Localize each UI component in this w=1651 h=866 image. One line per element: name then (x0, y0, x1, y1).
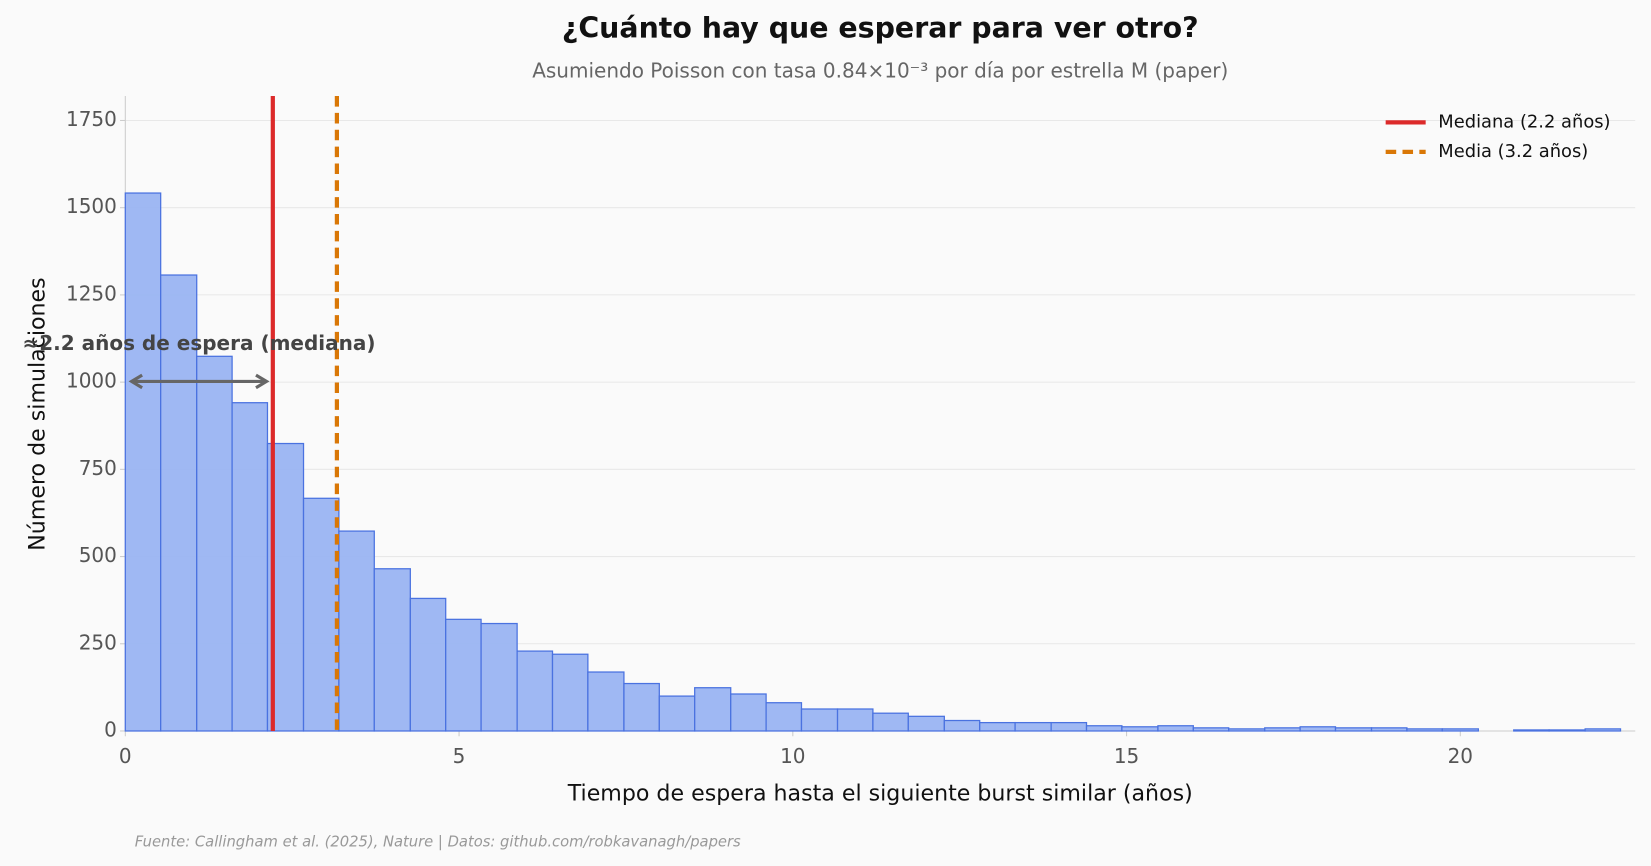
bar (1370, 727, 1408, 732)
y-tick-label: 1750 (66, 107, 117, 131)
bar (480, 622, 518, 732)
y-tick-label: 250 (79, 630, 117, 654)
bar (694, 687, 732, 732)
legend-label: Mediana (2.2 años) (1438, 111, 1610, 132)
y-tick-label: 1000 (66, 369, 117, 393)
bar (551, 653, 589, 732)
bar (800, 708, 839, 732)
arrow-head (255, 373, 270, 390)
source-note: Fuente: Callingham et al. (2025), Nature… (135, 834, 741, 851)
bar (943, 719, 981, 732)
bar (409, 597, 447, 732)
bar (1121, 726, 1159, 732)
y-tick-label: 500 (79, 543, 117, 567)
bar (231, 402, 269, 732)
annotation: ≈2.2 años de espera (mediana) (22, 331, 375, 355)
bar (1014, 721, 1052, 732)
x-axis-label: Tiempo de espera hasta el siguiente burs… (567, 781, 1193, 807)
y-tick-label: 1500 (66, 194, 117, 218)
bar (1584, 728, 1622, 732)
bar (658, 695, 696, 732)
bar (1264, 727, 1301, 732)
bar (730, 693, 767, 732)
y-axis-label: Número de simulaciones (24, 277, 50, 550)
bar (836, 708, 874, 732)
bar (907, 715, 945, 732)
bar (1441, 728, 1479, 732)
y-tick-label: 0 (104, 717, 117, 741)
bar (1085, 725, 1123, 732)
bar (1513, 729, 1550, 732)
x-tick-label: 10 (780, 744, 805, 768)
bar (1050, 721, 1088, 732)
bar (765, 702, 803, 732)
x-tick-label: 15 (1114, 744, 1139, 768)
bar (338, 530, 375, 732)
bar (1192, 727, 1230, 732)
arrow-head (128, 373, 143, 390)
y-tick-label: 750 (79, 456, 117, 480)
bar (1228, 728, 1266, 732)
bar (1299, 726, 1337, 732)
bar (1406, 728, 1443, 732)
bar (516, 650, 554, 732)
x-tick-label: 20 (1448, 744, 1473, 768)
bar (872, 712, 909, 732)
bar (1157, 725, 1194, 732)
bar (160, 274, 198, 732)
x-tick-label: 5 (453, 744, 466, 768)
bar (1334, 727, 1373, 732)
bar (302, 497, 340, 732)
chart-subtitle: Asumiendo Poisson con tasa 0.84×10⁻³ por… (532, 58, 1228, 82)
bar (445, 618, 482, 732)
bar (623, 682, 660, 732)
bar (373, 568, 411, 732)
bar (587, 671, 625, 732)
bar (124, 192, 162, 732)
x-tick-label: 0 (119, 744, 132, 768)
bar (196, 355, 233, 732)
y-tick-label: 1250 (66, 281, 117, 305)
chart-title: ¿Cuánto hay que esperar para ver otro? (562, 12, 1199, 45)
bar (979, 721, 1016, 732)
bar (1548, 729, 1586, 732)
legend-label: Media (3.2 años) (1438, 141, 1588, 162)
